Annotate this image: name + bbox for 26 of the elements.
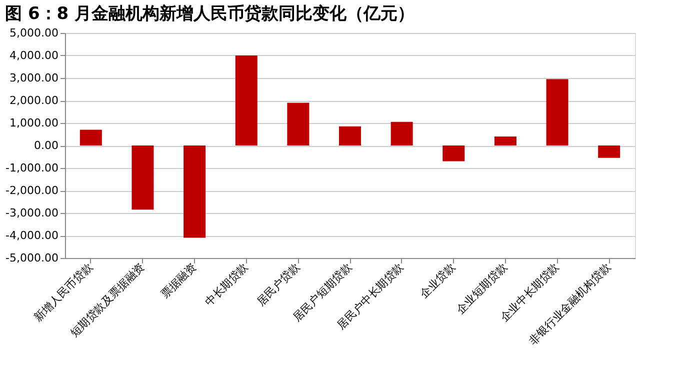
- x-tick-label: 企业贷款: [418, 260, 458, 301]
- bar: [598, 146, 620, 158]
- x-tick-label: 票据融资: [158, 260, 199, 301]
- y-tick-label: -1,000.00: [6, 162, 58, 174]
- bar: [287, 102, 310, 146]
- y-tick-label: 3,000.00: [10, 72, 58, 84]
- bar: [390, 122, 413, 146]
- bar: [494, 136, 516, 146]
- bar: [339, 126, 361, 146]
- bar: [442, 146, 465, 162]
- bar: [184, 146, 206, 238]
- bar: [132, 146, 154, 210]
- bar: [546, 79, 568, 146]
- x-tick-label: 中长期贷款: [202, 260, 251, 309]
- chart-title: 图 6：8 月金融机构新增人民币贷款同比变化（亿元）: [5, 4, 415, 24]
- y-tick-label: 2,000.00: [10, 94, 58, 107]
- y-tick-label: -4,000.00: [6, 229, 58, 242]
- y-tick-label: 5,000.00: [10, 26, 58, 40]
- bar: [235, 56, 258, 146]
- y-tick-label: -3,000.00: [6, 206, 58, 220]
- y-tick-label: -2,000.00: [6, 184, 58, 197]
- y-tick-label: 0.00: [34, 139, 58, 152]
- y-tick-label: 1,000.00: [10, 116, 58, 130]
- y-tick-label: -5,000.00: [6, 252, 58, 264]
- bar: [80, 130, 102, 146]
- y-tick-label: 4,000.00: [10, 49, 58, 62]
